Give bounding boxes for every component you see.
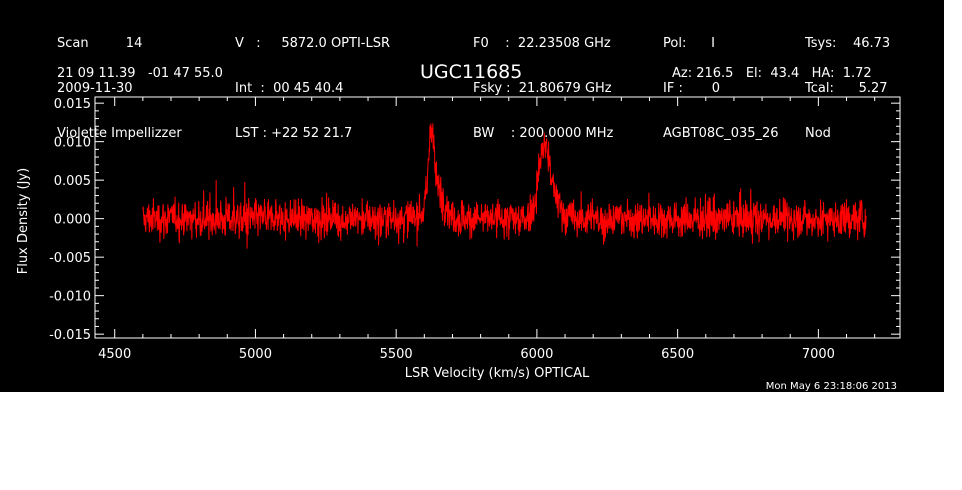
y-axis-label: Flux Density (Jy) <box>16 168 31 274</box>
tcal: Tcal: 5.27 <box>805 81 888 96</box>
integration-time: Int : 00 45 40.4 <box>235 81 344 96</box>
plot-frame <box>94 96 901 339</box>
y-tick-label: 0.010 <box>54 136 91 151</box>
observer-name: Violette Impellizzer <box>57 126 182 141</box>
header-col2: V : 5872.0 OPTI-LSR Int : 00 45 40.4 LST… <box>235 6 390 171</box>
project-id: AGBT08C_035_26 <box>663 126 779 141</box>
tsys: Tsys: 46.73 <box>805 36 891 51</box>
x-tick-label: 5500 <box>380 347 413 362</box>
lst-info: LST : +22 52 21.7 <box>235 126 353 141</box>
source-coordinates: 21 09 11.39 -01 47 55.0 <box>57 66 223 81</box>
x-tick-label: 5000 <box>239 347 272 362</box>
polarization: Pol: I <box>663 36 715 51</box>
x-axis-label: LSR Velocity (km/s) OPTICAL <box>405 366 590 381</box>
sky-frequency: Fsky : 21.80679 GHz <box>473 81 612 96</box>
procedure: Nod <box>805 126 831 141</box>
x-tick-label: 7000 <box>802 347 835 362</box>
spectrum-chart: 4500 5000 5500 6000 6500 7000 0.015 0.010 0.005 0… <box>16 96 901 392</box>
spectrum-trace <box>142 123 867 249</box>
source-name: UGC11685 <box>420 61 523 83</box>
plot-panel: Scan 14 2009-11-30 Violette Impellizzer … <box>0 0 944 392</box>
header-col4: Pol: I IF : 0 AGBT08C_035_26 <box>663 6 779 171</box>
pointing-info: Az: 216.5 El: 43.4 HA: 1.72 <box>672 66 872 81</box>
if-number: IF : 0 <box>663 81 721 96</box>
velocity-info: V : 5872.0 OPTI-LSR <box>235 36 391 51</box>
header-col3: F0 : 22.23508 GHz Fsky : 21.80679 GHz BW… <box>473 6 613 171</box>
x-tick-label: 6000 <box>520 347 553 362</box>
y-tick-label: -0.015 <box>49 328 91 343</box>
header-col1: Scan 14 2009-11-30 Violette Impellizzer <box>57 6 182 171</box>
trace-layer <box>142 123 867 249</box>
y-tick-label: -0.005 <box>49 251 91 266</box>
y-tick-label: -0.010 <box>49 290 91 305</box>
x-tick-label: 6500 <box>661 347 694 362</box>
header-col5: Tsys: 46.73 Tcal: 5.27 Nod <box>805 6 890 171</box>
bandwidth: BW : 200.0000 MHz <box>473 126 614 141</box>
y-tick-label: 0.000 <box>54 213 91 228</box>
scan-number: Scan 14 <box>57 36 143 51</box>
observation-date: 2009-11-30 <box>57 81 133 96</box>
axes-layer <box>94 96 901 339</box>
ticks-layer: 4500 5000 5500 6000 6500 7000 0.015 0.010 0.005 0… <box>49 97 900 362</box>
y-tick-label: 0.015 <box>54 97 91 112</box>
plot-timestamp: Mon May 6 23:18:06 2013 <box>766 381 897 392</box>
y-tick-label: 0.005 <box>54 174 91 189</box>
x-tick-label: 4500 <box>98 347 131 362</box>
rest-frequency: F0 : 22.23508 GHz <box>473 36 611 51</box>
